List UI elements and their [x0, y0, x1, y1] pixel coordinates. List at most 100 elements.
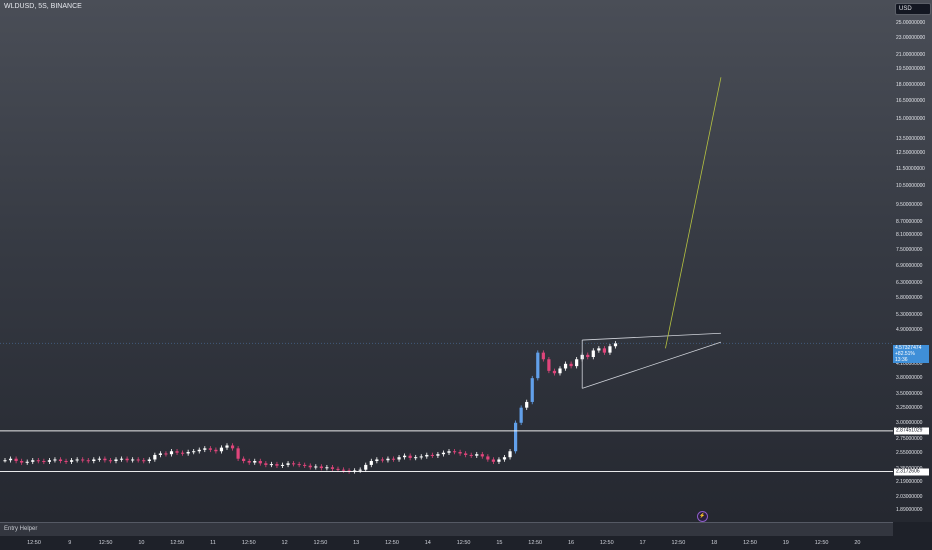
time-tick: 12:50 [170, 540, 185, 546]
candle-body [258, 461, 262, 464]
candle-body [586, 354, 590, 358]
candle-body [597, 348, 601, 351]
candle-body [530, 378, 534, 402]
candle-body [441, 452, 446, 455]
candle-body [497, 459, 501, 462]
candle-body [469, 454, 473, 456]
candle-body [286, 463, 290, 465]
candle-body [292, 463, 296, 465]
candle-body [525, 401, 529, 408]
price-tick: 19.50000000 [896, 66, 926, 73]
candle-body [253, 461, 257, 463]
price-tick: 18.00000000 [896, 81, 926, 88]
time-tick: 9 [68, 540, 72, 546]
candle-body [164, 453, 168, 455]
level-tag-lower: 2.3172606 [894, 468, 929, 476]
price-tick: 23.00000000 [896, 35, 926, 42]
candle-body [181, 452, 185, 454]
candle-body [58, 459, 63, 462]
candle-body [14, 458, 18, 462]
candle-body [186, 451, 190, 454]
candle-body [491, 459, 495, 462]
last-price-change: +82.51% [895, 351, 915, 357]
bar-countdown: 13:36 [895, 357, 908, 363]
candle-body [125, 458, 129, 461]
candle-body [486, 456, 490, 460]
candle-body [92, 459, 96, 462]
candle-body [192, 451, 196, 453]
candle-body [369, 461, 373, 465]
price-tick: 25.00000000 [896, 19, 926, 26]
candle-body [464, 453, 468, 455]
candle-body [502, 457, 507, 460]
time-tick: 12 [281, 540, 288, 546]
candle-body [364, 464, 368, 470]
candle-body [480, 454, 484, 457]
candle-body [319, 466, 323, 469]
candle-body [225, 445, 229, 448]
price-tick: 11.50000000 [896, 166, 925, 173]
time-tick: 10 [138, 540, 145, 546]
time-tick: 12:50 [385, 540, 399, 546]
candle-body [208, 448, 212, 450]
price-tick: 9.50000000 [896, 202, 923, 209]
price-tick: 5.80000000 [896, 295, 923, 302]
candle-body [8, 458, 13, 461]
candle-body [536, 352, 540, 379]
candle-body [353, 470, 357, 472]
time-tick: 17 [639, 540, 646, 546]
time-tick: 12:50 [241, 540, 256, 546]
candle-body [514, 422, 518, 452]
candle-body [303, 464, 307, 466]
last-price-tag: 4.57327474 +82.51% 13:36 [893, 345, 929, 363]
candle-body [242, 458, 246, 462]
candle-body [86, 460, 90, 462]
price-chart[interactable] [0, 0, 893, 522]
candle-body [81, 459, 85, 461]
time-tick: 16 [567, 540, 575, 546]
price-tick: 2.75000000 [896, 436, 923, 443]
currency-button[interactable]: USD [895, 3, 931, 15]
candle-body [114, 459, 118, 462]
candle-body [414, 457, 418, 459]
candle-body [547, 359, 551, 371]
price-tick: 5.30000000 [896, 312, 923, 319]
time-tick: 14 [424, 540, 431, 546]
indicator-panel[interactable]: Entry Helper [0, 522, 893, 537]
candle-body [436, 454, 440, 456]
price-axis[interactable]: 27.0000000025.0000000023.0000000021.0000… [893, 0, 932, 522]
time-tick: 12:50 [456, 540, 471, 546]
level-tag-upper: 2.87451029 [894, 427, 929, 435]
candle-body [425, 454, 429, 457]
candle-body [452, 451, 457, 453]
wedge-upper-line [582, 332, 721, 341]
candle-body [336, 468, 340, 470]
target-projection-line [665, 77, 722, 349]
time-tick: 12:50 [743, 540, 757, 546]
candle-body [280, 464, 285, 466]
candle-body [558, 368, 562, 374]
candle-body [53, 459, 57, 461]
candle-body [419, 456, 423, 458]
candle-body [42, 461, 46, 463]
candle-body [3, 460, 7, 462]
candle-body [563, 363, 568, 369]
time-tick: 12:50 [27, 540, 41, 546]
event-flash-icon[interactable]: ⚡ [697, 511, 708, 522]
price-tick: 3.50000000 [896, 390, 923, 397]
candle-body [358, 469, 362, 471]
time-axis[interactable]: 12:50 9 12:50 10 12:50 11 12:50 12 12:50 13 12:50 1… [0, 536, 893, 550]
candle-body [325, 467, 329, 469]
time-tick: 19 [782, 540, 789, 546]
candle-body [264, 463, 268, 465]
candle-body [75, 459, 79, 461]
candle-body [403, 455, 407, 458]
candle-body [64, 461, 68, 463]
time-tick: 11 [210, 540, 216, 546]
time-tick: 12:50 [313, 540, 328, 546]
price-tick: 6.90000000 [896, 262, 923, 269]
candle-body [31, 460, 35, 462]
indicator-label[interactable]: Entry Helper [4, 526, 38, 532]
candle-body [136, 459, 140, 461]
candle-body [175, 451, 179, 453]
